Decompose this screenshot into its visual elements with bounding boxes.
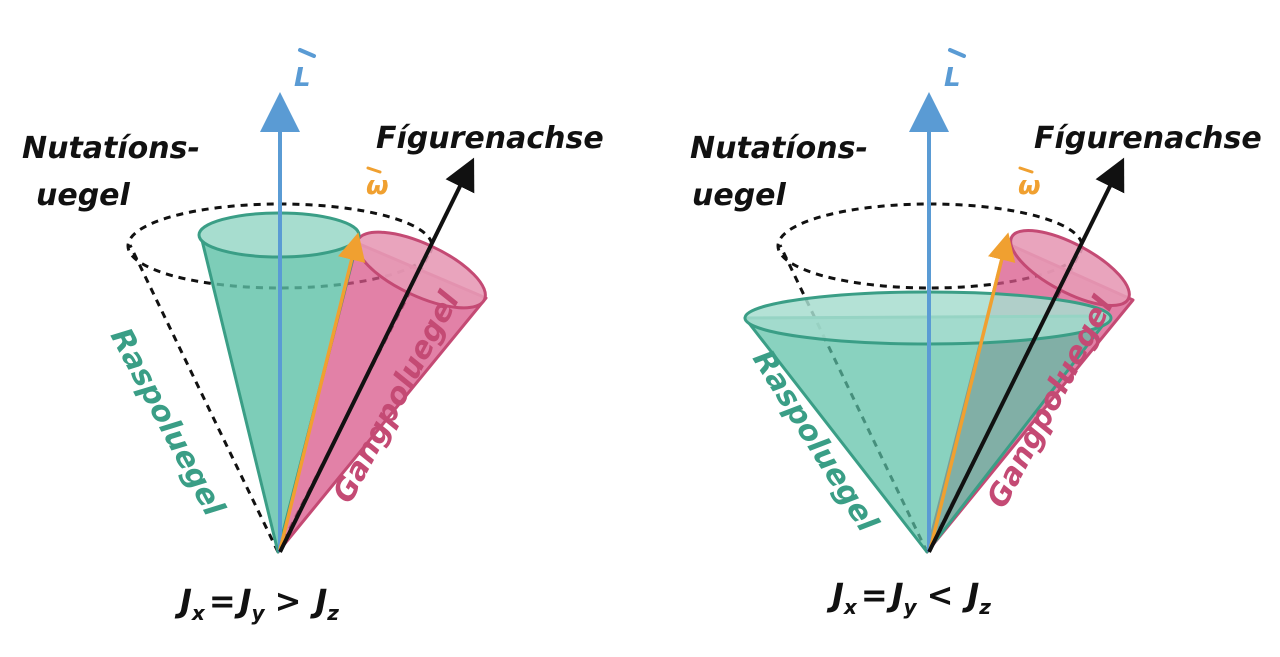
right-figure-axis-arrow xyxy=(927,157,1125,553)
right-omega-arrow xyxy=(928,232,1016,551)
left-raspol-label: Raspoluegel xyxy=(103,322,232,522)
right-figure-axis-label: Fígurenachse xyxy=(1034,121,1262,156)
left-omega-arrow xyxy=(278,232,366,551)
left-condition: Jx = Jy > Jz xyxy=(174,582,339,625)
left-nutation-label-line1: Nutatíons- xyxy=(22,131,200,166)
left-figure-axis-arrow xyxy=(278,157,475,553)
right-panel: L ω Nutatíons- uegel Fígurenachse Raspol… xyxy=(690,48,1262,619)
left-omega-label: ω xyxy=(366,171,389,201)
right-condition: Jx = Jy < Jz xyxy=(826,576,991,619)
right-omega-vector-bar xyxy=(1018,166,1034,174)
right-nutation-label-line1: Nutatíons- xyxy=(690,131,868,166)
right-omega-label: ω xyxy=(1018,171,1041,201)
left-panel: L ω Nutatíons- uegel Fígurenachse Raspol… xyxy=(22,48,604,625)
right-nutation-label-line2: uegel xyxy=(692,178,787,213)
left-angular-momentum-label: L xyxy=(294,63,311,93)
right-angular-momentum-label: L xyxy=(944,63,961,93)
left-nutation-label-line2: uegel xyxy=(36,178,131,213)
right-angular-momentum-vector-bar xyxy=(948,48,966,58)
left-omega-vector-bar xyxy=(366,166,382,174)
left-angular-momentum-vector-bar xyxy=(298,48,316,58)
left-figure-axis-label: Fígurenachse xyxy=(376,121,604,156)
